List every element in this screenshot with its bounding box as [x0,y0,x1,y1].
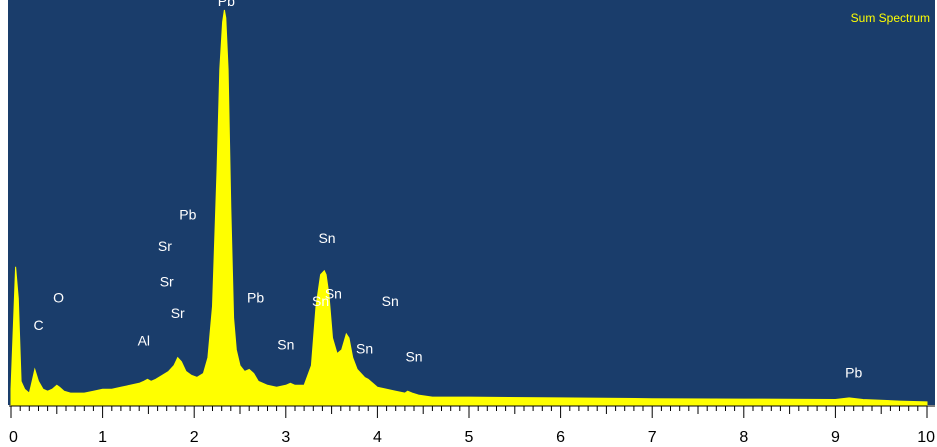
peak-label: Sn [405,349,422,365]
x-tick-label: 10 [917,429,935,446]
peak-label: Al [138,333,150,349]
peak-label: Pb [218,0,235,9]
peak-label: O [53,289,64,305]
x-tick-label: 9 [831,429,840,446]
peak-label: Sn [312,293,329,309]
peak-label: Sr [171,305,185,321]
peak-label: Sr [160,273,174,289]
x-ticks [10,406,928,418]
peak-label: Sn [325,285,342,301]
x-tick-label: 3 [281,429,290,446]
peak-label: Sr [158,238,172,254]
x-tick-label: 6 [556,429,565,446]
peak-label: Sn [356,341,373,357]
x-tick-labels: 0 1 2 3 4 5 6 7 8 9 10 [9,429,935,446]
peak-label: C [33,317,43,333]
spectrum-area [10,9,928,406]
chart-title: Sum Spectrum [851,11,930,25]
plot-background [8,0,935,405]
x-tick-label: 7 [648,429,657,446]
x-tick-label: 5 [465,429,474,446]
x-tick-label: 8 [739,429,748,446]
x-tick-label: 2 [190,429,199,446]
x-tick-label: 1 [98,429,107,446]
peak-label: Pb [247,289,264,305]
peak-label: Pb [179,206,196,222]
peak-label: Pb [845,364,862,380]
x-tick-label: 4 [373,429,382,446]
peak-label: Sn [318,230,335,246]
peak-label: Sn [277,337,294,353]
peak-label: Sn [382,293,399,309]
x-tick-label: 0 [9,429,18,446]
